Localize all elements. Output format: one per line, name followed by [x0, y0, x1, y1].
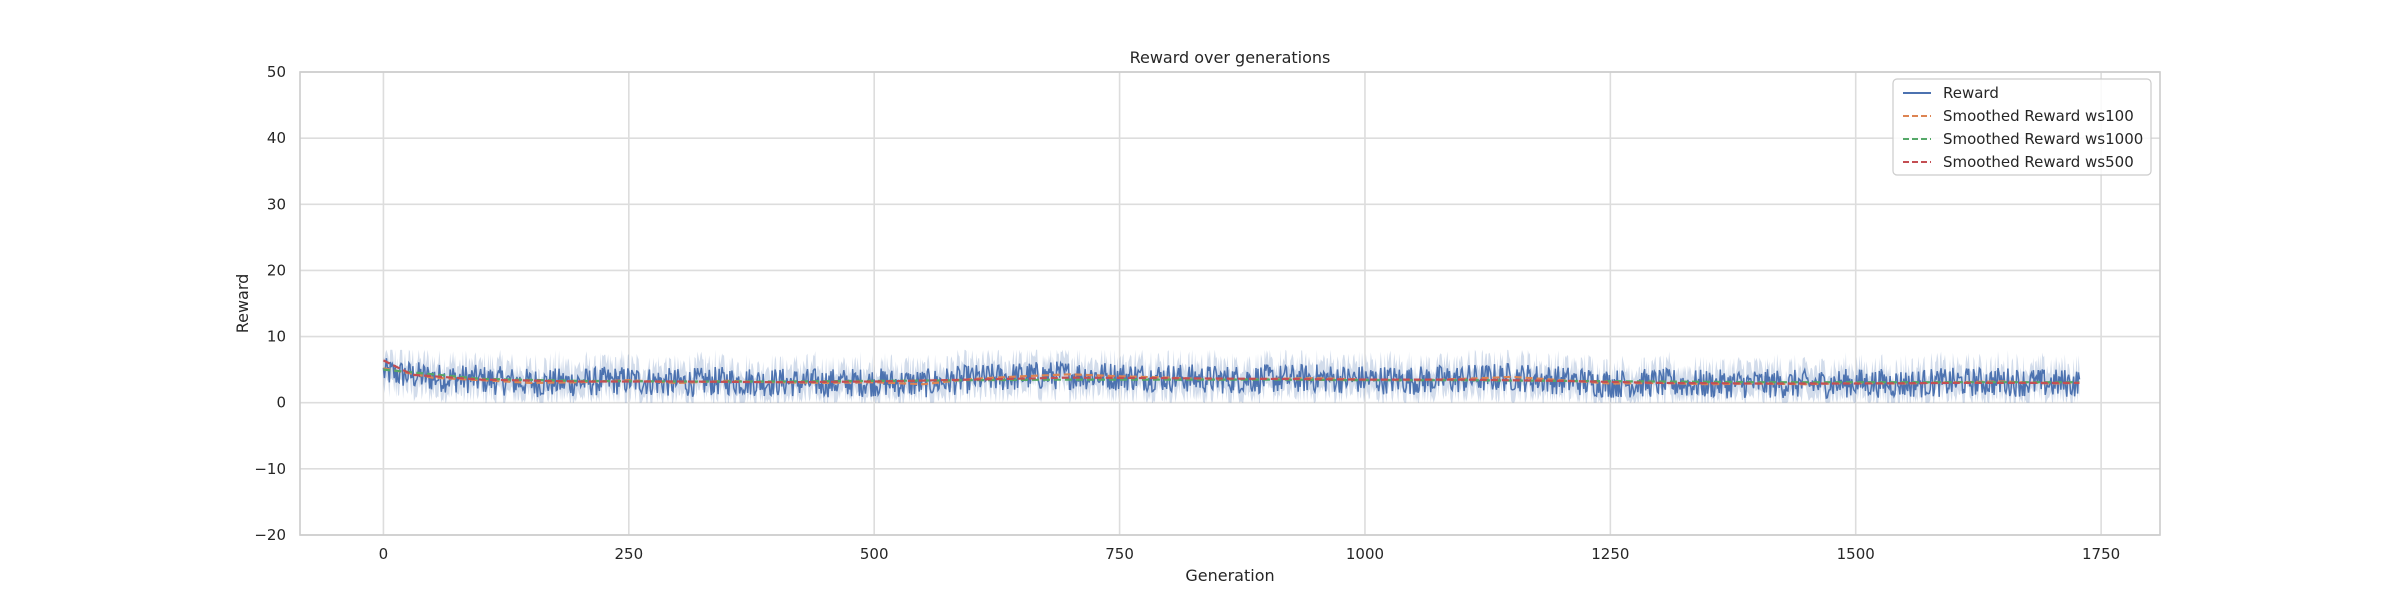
reward-line	[382, 358, 2081, 400]
smoothed-ws500-line	[382, 359, 2080, 385]
legend: Reward Smoothed Reward ws100 Smoothed Rewa…	[1892, 78, 2152, 176]
y-tick-label: 40	[267, 129, 286, 147]
x-tick-label: 0	[379, 545, 389, 563]
legend-label: Smoothed Reward ws500	[1943, 153, 2134, 171]
plot-frame	[299, 71, 2161, 536]
y-tick-label: −20	[254, 526, 286, 544]
x-tick-label: 250	[614, 545, 643, 563]
x-axis-label: Generation	[1185, 566, 1274, 585]
legend-label: Smoothed Reward ws100	[1943, 107, 2134, 125]
x-tick-label: 1500	[1837, 545, 1875, 563]
x-tick-label: 500	[860, 545, 889, 563]
y-tick-label: 0	[276, 394, 286, 412]
x-tick-label: 1750	[2082, 545, 2120, 563]
reward-confidence-band	[383, 349, 2080, 403]
x-tick-label: 1000	[1346, 545, 1384, 563]
legend-label: Smoothed Reward ws1000	[1943, 130, 2143, 148]
confidence-band-layer	[383, 349, 2080, 403]
legend-label: Reward	[1943, 84, 1999, 102]
y-tick-label: −10	[254, 460, 286, 478]
y-tick-label: 50	[267, 63, 286, 81]
tick-label-layer: 0 250 500 750 1000 1250 1500 1750 −20 −10 0 10 20 30 4…	[254, 63, 2120, 563]
y-tick-label: 20	[267, 261, 286, 279]
y-axis-label: Reward	[233, 274, 252, 334]
x-tick-label: 750	[1105, 545, 1134, 563]
x-tick-label: 1250	[1591, 545, 1629, 563]
y-tick-label: 10	[267, 328, 286, 346]
series-layer	[382, 358, 2081, 400]
legend-box	[1892, 78, 2152, 176]
grid-layer	[300, 71, 2160, 536]
chart-title: Reward over generations	[1130, 48, 1331, 67]
y-tick-label: 30	[267, 195, 286, 213]
